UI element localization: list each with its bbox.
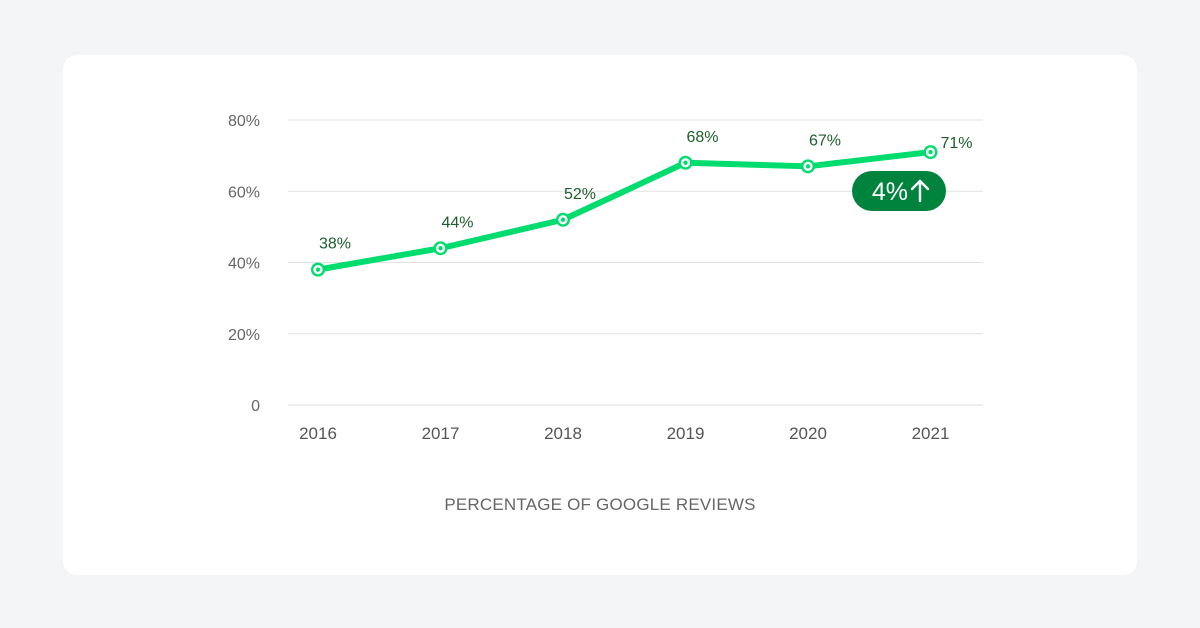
data-point [801, 159, 815, 174]
data-point [433, 241, 448, 256]
data-points [311, 145, 938, 277]
x-tick-label: 2018 [544, 424, 582, 443]
y-tick-label: 60% [228, 184, 260, 201]
x-tick-label: 2021 [912, 424, 950, 443]
x-tick-label: 2019 [667, 424, 705, 443]
growth-badge-background [852, 171, 946, 211]
x-tick-label: 2020 [789, 424, 827, 443]
y-tick-label: 20% [228, 327, 260, 344]
data-labels: 38% 44% 52% 68% 67% 71% [319, 129, 973, 253]
data-point [923, 145, 938, 160]
x-axis-ticks: 2016 2017 2018 2019 2020 2021 [299, 424, 949, 443]
x-axis-title: PERCENTAGE OF GOOGLE REVIEWS [444, 495, 755, 514]
data-label: 52% [564, 186, 596, 203]
growth-badge-text: 4% [872, 178, 908, 206]
data-label: 44% [441, 214, 473, 231]
x-tick-label: 2017 [422, 424, 460, 443]
series-line [315, 149, 934, 273]
data-label: 68% [686, 129, 718, 146]
y-tick-label: 80% [228, 113, 260, 130]
data-label: 71% [941, 135, 973, 152]
data-point [556, 212, 570, 227]
y-tick-label: 40% [228, 256, 260, 273]
y-tick-label: 0 [251, 398, 260, 415]
y-axis-ticks: 0 20% 40% 60% 80% [228, 113, 260, 415]
gridlines [288, 119, 983, 406]
arrow-up-icon [910, 179, 930, 203]
data-label: 38% [319, 236, 351, 253]
line-chart: 0 20% 40% 60% 80% 2016 2017 2018 2019 2020 2021 3… [228, 113, 983, 514]
chart-card: 0 20% 40% 60% 80% 2016 2017 2018 2019 2020 2021 3… [63, 55, 1137, 575]
data-point [678, 155, 693, 170]
x-tick-label: 2016 [299, 424, 337, 443]
data-label: 67% [809, 132, 841, 149]
growth-badge: 4% [852, 171, 946, 211]
data-point [311, 262, 325, 277]
